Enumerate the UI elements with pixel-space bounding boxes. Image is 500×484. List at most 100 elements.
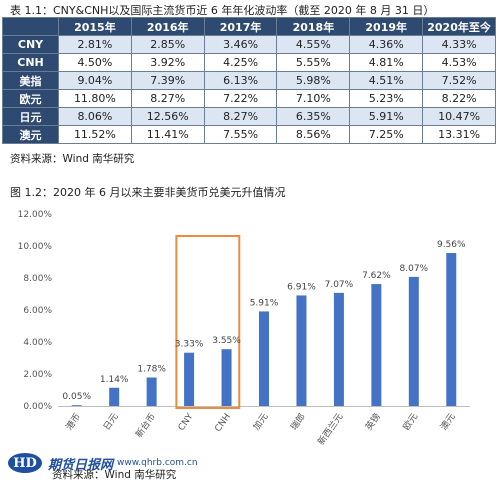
table-cell: 7.10% [276, 89, 351, 108]
table-cell: 6.13% [203, 71, 278, 90]
table-row: CNY 2.81% 2.85% 3.46% 4.55% 4.36% 4.33% [2, 35, 496, 54]
watermark-logo: HD 期货日报网 www.qhrb.com.cn [8, 452, 198, 474]
table-cell: 11.80% [58, 89, 132, 108]
table-cell: 13.31% [422, 125, 496, 144]
x-tick-label: CNY [177, 412, 196, 433]
x-tick-label: CNH [213, 412, 233, 434]
table-cell: 4.55% [276, 35, 351, 54]
bar [221, 349, 232, 406]
bar [146, 377, 157, 406]
y-tick-label: 6.00% [23, 306, 52, 316]
bar [184, 352, 195, 406]
x-tick-label: 欧元 [400, 411, 420, 433]
data-label: 5.91% [250, 298, 279, 308]
data-label: 1.78% [137, 365, 166, 375]
table-cell: 8.56% [276, 125, 351, 144]
y-tick-label: 8.00% [23, 274, 52, 284]
table-cell: 4.36% [349, 35, 424, 54]
table-row-header: 澳元 [2, 125, 59, 144]
table-cell: 11.41% [130, 125, 205, 144]
bar [446, 253, 457, 406]
table-cell: 11.52% [58, 125, 132, 144]
data-label: 9.56% [437, 240, 466, 250]
bar [408, 276, 419, 406]
y-tick-label: 12.00% [18, 210, 53, 220]
table-col-header: 2015年 [58, 17, 132, 36]
table-cell: 4.53% [422, 53, 496, 72]
x-tick-label: 英镑 [363, 411, 383, 433]
table-row: 澳元 11.52% 11.41% 7.55% 8.56% 7.25% 13.31% [2, 125, 496, 144]
data-label: 0.05% [62, 392, 91, 402]
table-cell: 5.23% [349, 89, 424, 108]
table-cell: 8.27% [130, 89, 205, 108]
table-body: CNY 2.81% 2.85% 3.46% 4.55% 4.36% 4.33% CNH 4.50… [2, 35, 496, 144]
table-cell: 4.50% [58, 53, 132, 72]
x-tick-label: 新西兰元 [315, 411, 345, 447]
table-cell: 7.52% [422, 71, 496, 90]
table-cell: 2.85% [130, 35, 205, 54]
bar [296, 295, 307, 406]
table-cell: 6.35% [276, 107, 351, 126]
x-tick-label: 港币 [63, 411, 83, 433]
table-col-header: 2017年 [203, 17, 278, 36]
table-cell: 5.98% [276, 71, 351, 90]
table-col-header: 2018年 [276, 17, 351, 36]
table-col-header: 2019年 [349, 17, 424, 36]
x-tick-label: 瑞郎 [288, 411, 308, 433]
data-label: 7.07% [325, 280, 354, 290]
table-cell: 7.25% [349, 125, 424, 144]
table-row-header: 欧元 [2, 89, 59, 108]
table-source: 资料来源：Wind 南华研究 [10, 153, 135, 165]
table-cell: 8.22% [422, 89, 496, 108]
y-tick-label: 2.00% [23, 370, 52, 380]
table-caption: 表 1.1：CNY&CNH以及国际主流货币近 6 年年化波动率（截至 2020 … [10, 4, 435, 17]
table-cell: 10.47% [422, 107, 496, 126]
table-row: 欧元 11.80% 8.27% 7.22% 7.10% 5.23% 8.22% [2, 89, 496, 108]
table-col-header: 2016年 [130, 17, 205, 36]
x-tick-label: 加元 [251, 411, 270, 432]
table-cell: 4.33% [422, 35, 496, 54]
table-corner [2, 17, 59, 36]
volatility-table: 2015年 2016年 2017年 2018年 2019年 2020年至今 CNY 2.81… [2, 17, 496, 144]
appreciation-bar-chart: 0.00% 2.00% 4.00% 6.00% 8.00% 10.00% 12.00% 0.0… [18, 210, 470, 447]
table-cell: 5.55% [276, 53, 351, 72]
table-row-header: 日元 [2, 107, 59, 126]
data-label: 6.91% [287, 282, 316, 292]
x-tick-label: 澳元 [438, 411, 458, 433]
table-row: 日元 8.06% 12.56% 8.27% 6.35% 5.91% 10.47% [2, 107, 496, 126]
table-cell: 5.91% [349, 107, 424, 126]
table-cell: 4.51% [349, 71, 424, 90]
table-row-header: CNH [2, 53, 59, 72]
table-cell: 4.81% [349, 53, 424, 72]
table-cell: 7.22% [203, 89, 278, 108]
table-col-header: 2020年至今 [422, 17, 496, 36]
data-label: 1.14% [100, 375, 129, 385]
table-cell: 4.25% [203, 53, 278, 72]
data-label: 7.62% [362, 271, 391, 281]
table-cell: 3.46% [203, 35, 278, 54]
bar [371, 284, 382, 406]
chart-source: 资料来源：Wind 南华研究 [52, 469, 177, 481]
table-row-header: CNY [2, 35, 59, 54]
table-cell: 8.06% [58, 107, 132, 126]
table-cell: 3.92% [130, 53, 205, 72]
x-tick-label: 日元 [101, 411, 120, 432]
table-row-header: 美指 [2, 71, 59, 90]
table-row: CNH 4.50% 3.92% 4.25% 5.55% 4.81% 4.53% [2, 53, 496, 72]
table-row: 美指 9.04% 7.39% 6.13% 5.98% 4.51% 7.52% [2, 71, 496, 90]
data-label: 8.07% [400, 264, 429, 274]
bar [71, 405, 82, 406]
table-cell: 9.04% [58, 71, 132, 90]
bar [109, 387, 120, 406]
logo-mark: HD [8, 453, 42, 473]
chart-title: 图 1.2：2020 年 6 月以来主要非美货币兑美元升值情况 [10, 186, 286, 199]
logo-url: www.qhrb.com.cn [117, 458, 198, 468]
y-tick-label: 4.00% [23, 338, 52, 348]
table-cell: 7.55% [203, 125, 278, 144]
y-tick-label: 0.00% [23, 402, 52, 412]
table-cell: 2.81% [58, 35, 132, 54]
table-header: 2015年 2016年 2017年 2018年 2019年 2020年至今 [2, 17, 496, 36]
table-cell: 12.56% [130, 107, 205, 126]
x-tick-label: 新台币 [133, 411, 158, 440]
logo-site: 期货日报网 [48, 457, 114, 473]
